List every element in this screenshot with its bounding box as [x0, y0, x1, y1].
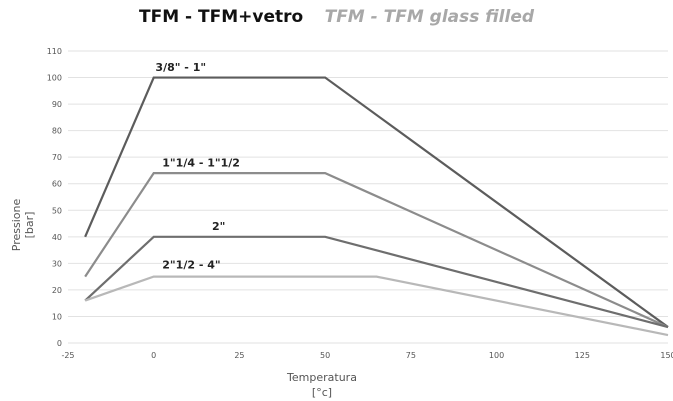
series-label: 2" [212, 220, 225, 233]
chart-subtitle: TFM - TFM glass filled [324, 7, 535, 27]
series-line [84, 76, 669, 328]
y-tick-label: 70 [52, 153, 62, 162]
y-tick-label: 80 [52, 127, 62, 136]
y-tick-label: 20 [52, 286, 62, 295]
series-line [84, 235, 669, 329]
y-tick-label: 50 [52, 206, 62, 215]
x-tick-label: 50 [320, 351, 330, 360]
series-line [84, 172, 669, 329]
y-tick-label: 60 [52, 180, 62, 189]
series-label: 3/8" - 1" [155, 61, 206, 74]
y-tick-label: 10 [52, 312, 62, 321]
y-axis-label: Pressione [10, 199, 23, 252]
x-axis-unit: [°c] [312, 386, 332, 399]
y-axis-unit: [bar] [23, 212, 36, 239]
x-tick-label: 100 [489, 351, 504, 360]
chart-title-row: TFM - TFM+vetro TFM - TFM glass filled [0, 6, 673, 28]
chart-title: TFM - TFM+vetro [138, 7, 304, 27]
series-lines [84, 76, 669, 337]
series-annotations: 3/8" - 1" 1"1/4 - 1"1/2 2" 2"1/2 - 4" [155, 61, 240, 272]
x-tick-label: 150 [660, 351, 673, 360]
y-tick-label: 110 [47, 47, 62, 56]
grid [68, 50, 668, 344]
y-tick-label: 90 [52, 100, 62, 109]
x-tick-label: 125 [575, 351, 590, 360]
y-tick-label: 0 [57, 339, 62, 348]
series-label: 2"1/2 - 4" [162, 259, 220, 272]
x-axis-label: Temperatura [286, 371, 357, 384]
series-label: 1"1/4 - 1"1/2 [162, 156, 240, 169]
tick-labels: 0 10 20 30 40 50 60 70 80 90 100 110 -25 0 25 50 75 100 12… [47, 47, 673, 360]
y-tick-label: 40 [52, 233, 62, 242]
x-tick-label: -25 [61, 351, 74, 360]
x-tick-label: 0 [151, 351, 156, 360]
x-tick-label: 75 [406, 351, 416, 360]
series-line [84, 275, 669, 337]
y-tick-label: 100 [47, 74, 62, 83]
x-tick-label: 25 [234, 351, 244, 360]
y-tick-label: 30 [52, 259, 62, 268]
